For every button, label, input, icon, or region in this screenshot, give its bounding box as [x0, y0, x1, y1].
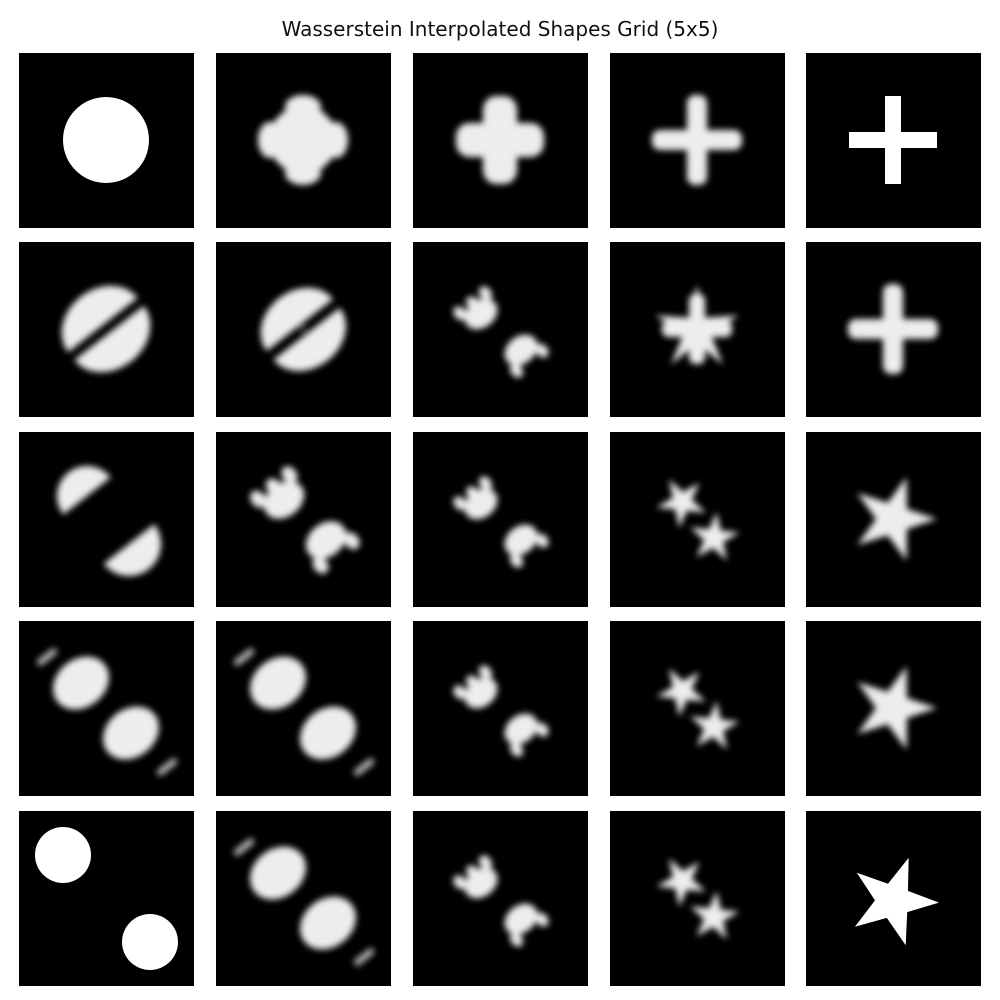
lobed-blob-pair-shape — [453, 476, 549, 568]
two-lobed-blobs-shape — [250, 466, 360, 574]
grid-cell-r3c3 — [413, 432, 588, 607]
two-disks-shape — [35, 827, 178, 970]
grid-cell-r5c3 — [413, 811, 588, 986]
split-ellipse-lobed-shape — [260, 287, 346, 371]
plus-sign-shape — [849, 96, 937, 184]
grid-cell-r1c2 — [216, 53, 391, 228]
interpolation-grid — [19, 53, 981, 986]
grid-cell-r4c4 — [610, 621, 785, 796]
grid-cell-r3c4 — [610, 432, 785, 607]
grid-cell-r1c5 — [806, 53, 981, 228]
two-striped-blobs-shape — [233, 838, 375, 966]
grid-cell-r2c1 — [19, 242, 194, 417]
circle-disk-shape — [63, 97, 149, 183]
grid-cell-r2c4 — [610, 242, 785, 417]
grid-cell-r4c3 — [413, 621, 588, 796]
star-blob-pair-shape — [656, 858, 740, 940]
grid-cell-r2c5 — [806, 242, 981, 417]
grid-cell-r3c1 — [19, 432, 194, 607]
blurred-plus-shape — [652, 95, 742, 185]
blurred-star-shape — [857, 477, 937, 561]
grid-cell-r4c2 — [216, 621, 391, 796]
grid-cell-r2c2 — [216, 242, 391, 417]
star-blob-pair-shape — [656, 668, 740, 750]
lobed-blob-pair-shape — [453, 855, 549, 947]
two-striped-blobs-shape — [233, 648, 375, 776]
star-cross-blend-shape — [655, 285, 739, 365]
grid-cell-r1c1 — [19, 53, 194, 228]
grid-cell-r1c4 — [610, 53, 785, 228]
two-striped-blobs-shape — [36, 648, 178, 776]
blurred-plus-shape — [848, 284, 938, 374]
split-ellipse-shape — [61, 285, 151, 373]
figure-title: Wasserstein Interpolated Shapes Grid (5x… — [281, 17, 719, 41]
grid-cell-r2c3 — [413, 242, 588, 417]
grid-cell-r3c2 — [216, 432, 391, 607]
grid-cell-r5c5 — [806, 811, 981, 986]
lobed-blob-pair-shape — [453, 286, 549, 378]
lobed-blob-pair-shape — [453, 665, 549, 757]
grid-cell-r3c5 — [806, 432, 981, 607]
grid-cell-r5c2 — [216, 811, 391, 986]
blurred-star-shape — [857, 666, 937, 750]
star-blob-pair-shape — [656, 479, 740, 561]
grid-cell-r5c1 — [19, 811, 194, 986]
grid-cell-r4c5 — [806, 621, 981, 796]
soft-cross-shape — [456, 96, 544, 184]
grid-cell-r5c4 — [610, 811, 785, 986]
rounded-cross-blend-shape — [258, 95, 348, 185]
grid-cell-r4c1 — [19, 621, 194, 796]
five-point-star-shape — [854, 857, 939, 946]
two-half-disks-shape — [57, 466, 161, 576]
grid-cell-r1c3 — [413, 53, 588, 228]
